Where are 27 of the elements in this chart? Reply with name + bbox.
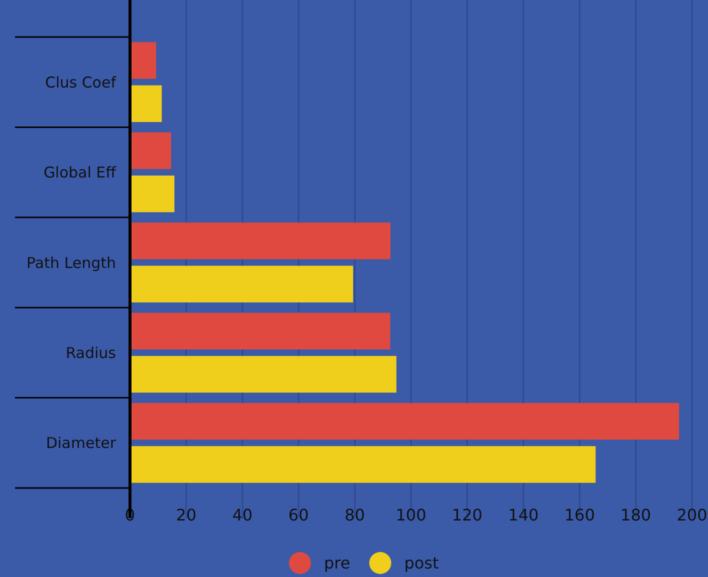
bar (130, 356, 396, 393)
x-tick-label: 160 (564, 505, 595, 524)
x-tick-label: 140 (508, 505, 539, 524)
x-tick-label: 100 (396, 505, 426, 524)
y-tick-label: Radius (66, 344, 116, 362)
x-tick-label: 40 (232, 505, 253, 524)
x-tick-label: 180 (620, 505, 652, 524)
bar (130, 132, 172, 170)
bar (130, 312, 390, 350)
y-tick-label: Clus Coef (45, 73, 117, 92)
y-tick-label: Global Eff (44, 164, 117, 182)
bar (130, 176, 174, 212)
x-tick-label: 80 (344, 505, 365, 524)
y-tick-label: Diameter (46, 434, 117, 452)
bar (130, 446, 596, 483)
bar (130, 42, 156, 79)
legend-label: pre (324, 554, 350, 573)
bar (130, 402, 680, 440)
bar (130, 266, 354, 302)
bar (130, 85, 162, 122)
x-tick-label: 200 (676, 505, 708, 524)
x-tick-label: 120 (452, 505, 482, 524)
bar (130, 222, 390, 260)
x-tick-label: 60 (288, 505, 309, 524)
y-tick-label: Path Length (26, 254, 116, 272)
x-tick-label: 20 (176, 505, 196, 524)
legend-label: post (404, 554, 439, 573)
